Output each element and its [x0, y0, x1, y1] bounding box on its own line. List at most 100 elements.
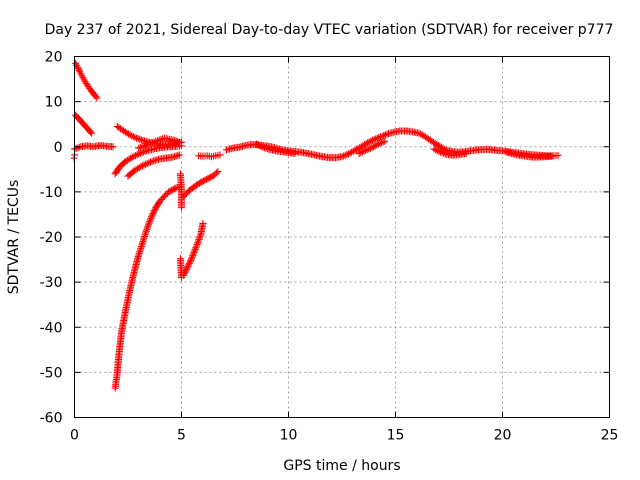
data-point — [140, 161, 148, 169]
data-point — [143, 159, 151, 167]
data-point — [554, 151, 562, 159]
data-point — [191, 245, 199, 253]
data-point — [171, 153, 179, 161]
data-point — [212, 169, 220, 177]
data-point — [148, 157, 156, 165]
y-tick-labels: -60 -50 -40 -30 -20 -10 0 10 20 — [40, 50, 63, 427]
data-point — [256, 142, 264, 150]
y-tick-label: -50 — [40, 365, 63, 381]
data-point — [548, 152, 556, 160]
data-point — [196, 234, 204, 242]
data-point — [144, 222, 152, 230]
data-point — [432, 146, 440, 154]
data-point — [172, 137, 180, 145]
data-point — [191, 247, 199, 255]
data-point — [192, 244, 200, 252]
data-point — [129, 133, 137, 141]
data-point — [137, 136, 145, 144]
data-point — [194, 237, 202, 245]
data-point — [175, 138, 183, 146]
data-point — [264, 145, 272, 153]
x-tick-labels: 0 5 10 15 20 25 — [70, 428, 618, 444]
axis-ticks — [74, 56, 610, 418]
y-tick-label: 10 — [45, 95, 63, 111]
y-tick-label: 20 — [45, 50, 63, 66]
data-point — [185, 259, 193, 267]
data-point — [343, 151, 351, 159]
data-point — [358, 148, 366, 156]
data-point — [93, 94, 101, 102]
data-point — [360, 147, 368, 155]
data-point — [364, 139, 372, 147]
data-point — [462, 150, 470, 158]
data-point — [373, 141, 381, 149]
data-point — [374, 140, 382, 148]
data-point — [169, 153, 177, 161]
data-point — [378, 139, 386, 147]
data-point — [148, 139, 156, 147]
data-point — [214, 168, 222, 176]
data-point — [137, 163, 145, 171]
data-point — [195, 236, 203, 244]
data-point — [171, 137, 179, 145]
data-point — [128, 153, 136, 161]
data-point — [146, 218, 154, 226]
data-point — [88, 129, 96, 137]
data-point — [143, 224, 151, 232]
data-point — [155, 136, 163, 144]
y-tick-label: -20 — [40, 230, 63, 246]
data-point — [126, 131, 134, 139]
data-point — [148, 211, 156, 219]
data-point — [194, 239, 202, 247]
data-point — [199, 219, 207, 227]
data-point — [74, 63, 82, 71]
data-point — [435, 147, 443, 155]
data-point — [430, 145, 438, 153]
data-point — [373, 134, 381, 142]
data-point — [183, 264, 191, 272]
data-point — [187, 256, 195, 264]
data-point — [341, 151, 349, 159]
data-point — [180, 271, 188, 279]
data-point — [380, 131, 388, 139]
data-point — [440, 149, 448, 157]
data-point — [184, 262, 192, 270]
data-points — [70, 59, 562, 392]
data-point — [365, 138, 373, 146]
data-point — [109, 143, 117, 151]
x-tick-label: 5 — [177, 428, 186, 444]
x-tick-label: 15 — [387, 428, 405, 444]
data-point — [381, 137, 389, 145]
y-tick-label: -60 — [40, 411, 63, 427]
y-tick-label: -30 — [40, 275, 63, 291]
data-point — [196, 232, 204, 240]
data-point — [174, 151, 182, 159]
data-point — [259, 143, 267, 151]
data-point — [254, 141, 262, 149]
data-point — [92, 93, 100, 101]
data-point — [438, 149, 446, 157]
data-point — [357, 149, 365, 157]
data-point — [193, 240, 201, 248]
data-point — [260, 144, 268, 152]
data-point — [182, 265, 190, 273]
data-point — [72, 144, 80, 152]
data-point — [366, 144, 374, 152]
data-point — [370, 136, 378, 144]
data-point — [340, 152, 348, 160]
data-point — [143, 141, 151, 149]
data-point — [355, 150, 363, 158]
data-point — [291, 150, 299, 158]
data-point — [378, 132, 386, 140]
data-point — [441, 150, 449, 158]
data-point — [192, 242, 200, 250]
data-point — [186, 258, 194, 266]
y-axis-label: SDTVAR / TECUs — [6, 180, 22, 295]
data-point — [262, 144, 270, 152]
data-point — [142, 142, 150, 150]
chart-title: Day 237 of 2021, Sidereal Day-to-day VTE… — [45, 22, 614, 38]
data-point — [189, 252, 197, 260]
data-point — [436, 148, 444, 156]
data-point — [377, 133, 385, 141]
data-point — [145, 140, 153, 148]
